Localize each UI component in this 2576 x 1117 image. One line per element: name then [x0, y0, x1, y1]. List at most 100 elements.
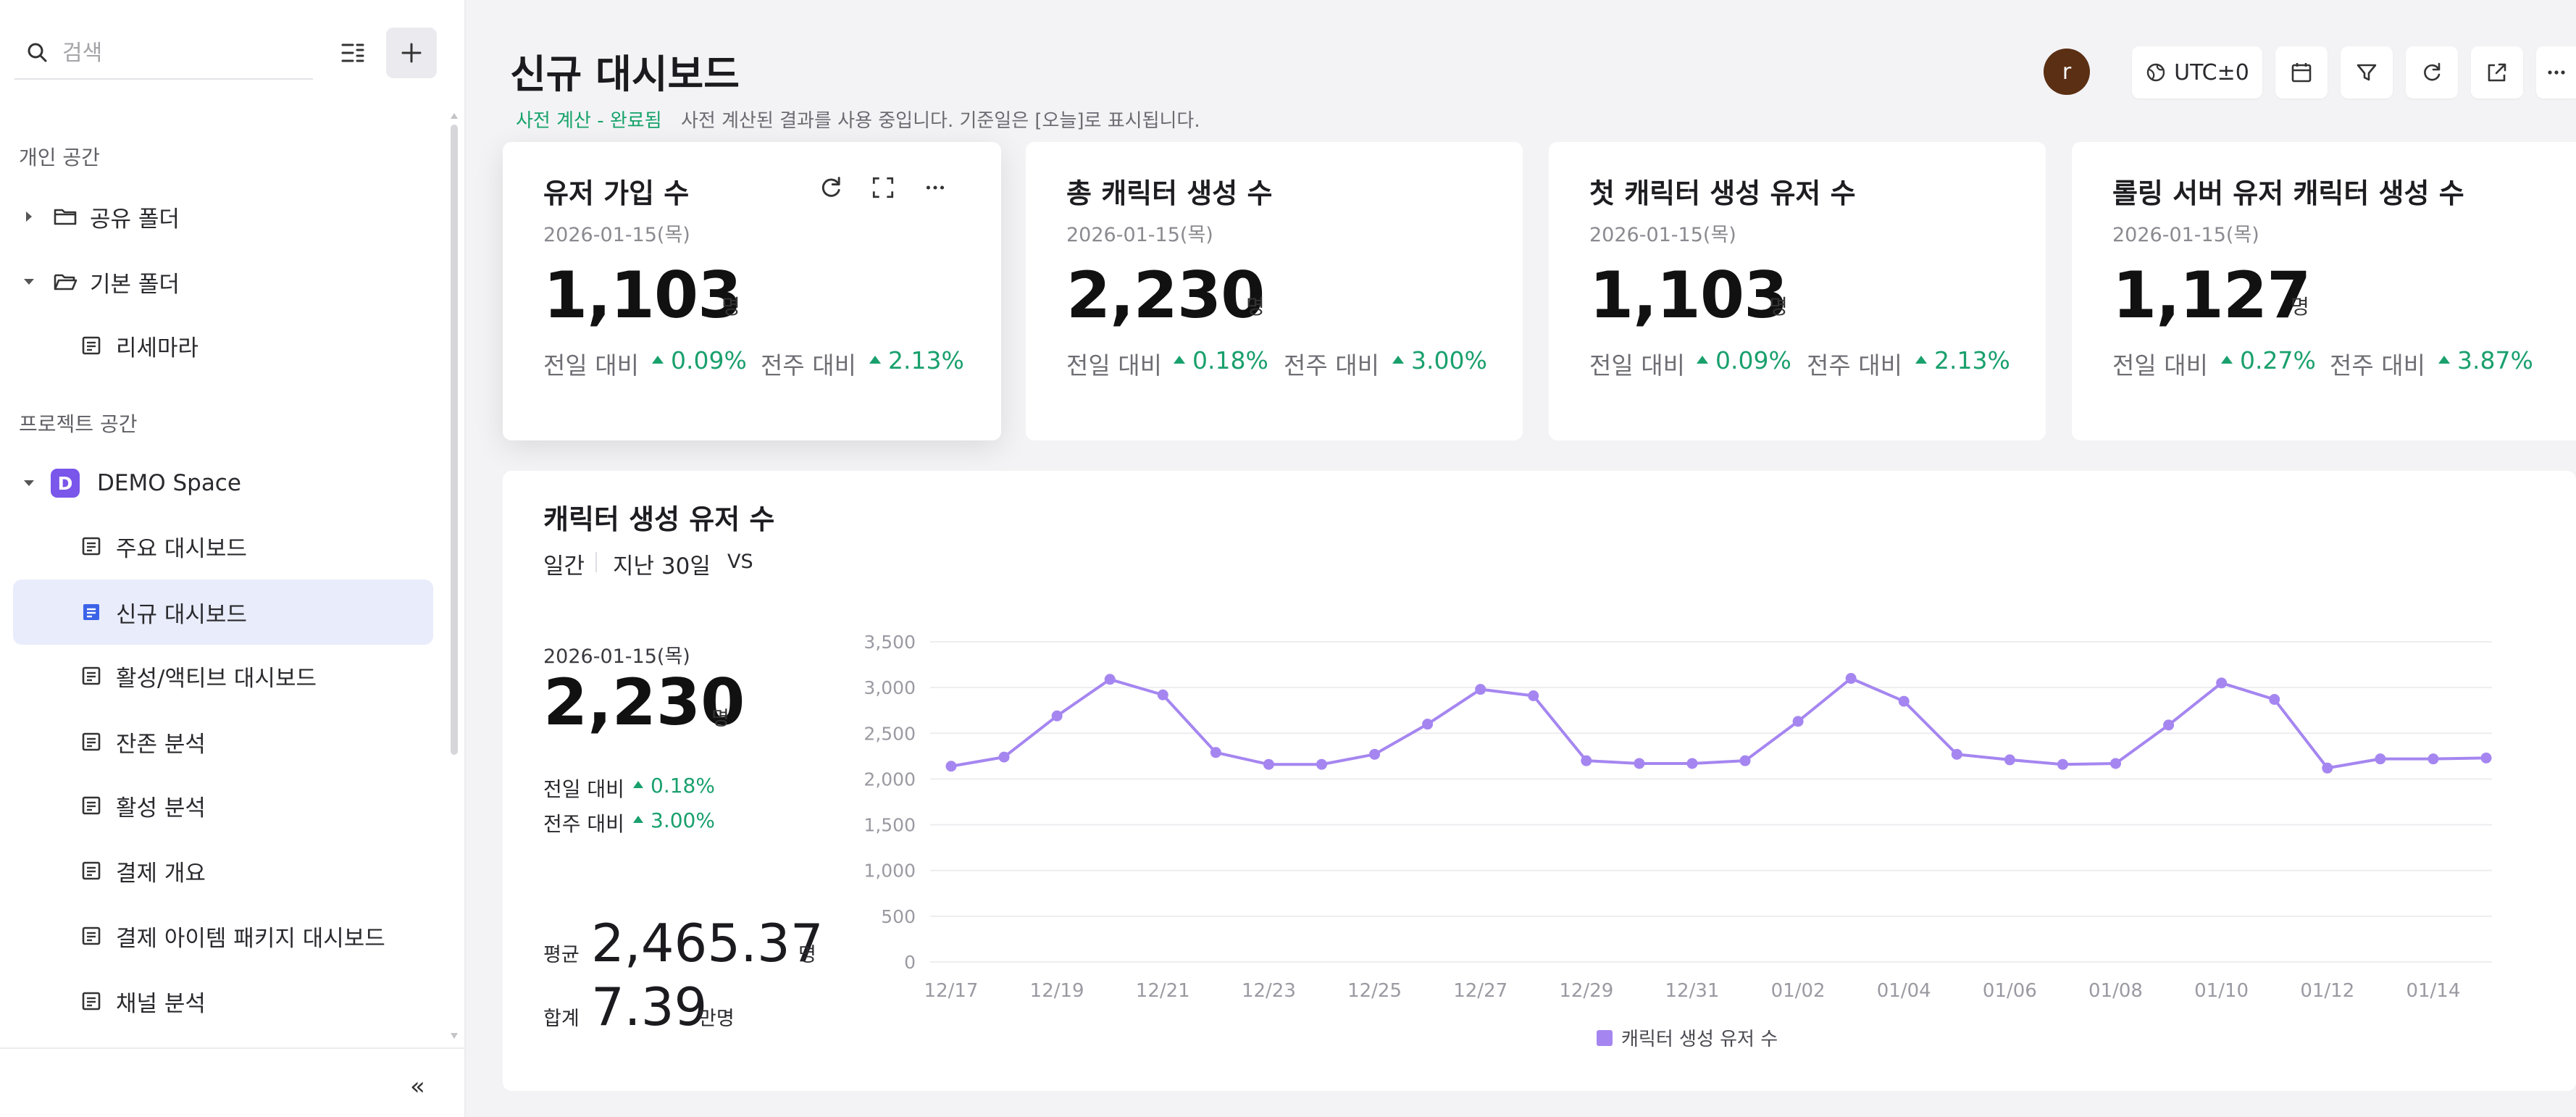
search-input[interactable] — [62, 40, 294, 66]
data-point[interactable] — [2375, 753, 2386, 765]
data-point[interactable] — [1475, 684, 1486, 695]
data-point[interactable] — [1422, 719, 1434, 730]
chart-card-title: 캐릭터 생성 유저 수 — [543, 503, 775, 535]
refresh-button[interactable] — [2406, 46, 2458, 99]
space-icon: D — [51, 469, 80, 498]
y-tick-label: 3,000 — [863, 677, 916, 698]
data-point[interactable] — [1951, 748, 1962, 760]
y-tick-label: 2,000 — [863, 769, 916, 790]
sidebar-item-channel-analysis[interactable]: 채널 분석 — [13, 969, 433, 1034]
globe-icon — [2146, 63, 2165, 82]
data-point[interactable] — [2163, 719, 2175, 731]
data-point[interactable] — [2269, 694, 2280, 706]
sidebar-item-label: DEMO Space — [97, 470, 241, 496]
data-point[interactable] — [1369, 748, 1381, 760]
data-point[interactable] — [2057, 758, 2068, 770]
filter-button[interactable] — [2341, 46, 2393, 99]
kpi-card-user-signups[interactable]: 유저 가입 수 2026-01-15(목) 1,103 명 전일 대비 0.09… — [503, 142, 1001, 440]
add-button[interactable] — [386, 28, 437, 78]
timezone-button[interactable]: UTC±0 — [2132, 46, 2262, 99]
legend-swatch — [1597, 1029, 1613, 1046]
y-tick-label: 500 — [881, 906, 916, 927]
sidebar-item-default-folder[interactable]: 기본 폴더 — [13, 249, 433, 314]
more-horizontal-icon — [2547, 70, 2565, 75]
personal-space-label: 개인 공간 — [19, 146, 100, 170]
sidebar-item-label: 주요 대시보드 — [116, 535, 247, 562]
export-button[interactable] — [2471, 46, 2523, 99]
data-point[interactable] — [1316, 758, 1327, 770]
sidebar-item-payment-package-dashboard[interactable]: 결제 아이템 패키지 대시보드 — [13, 903, 433, 969]
more-button[interactable] — [2536, 46, 2576, 99]
collapse-sidebar-button[interactable]: « — [410, 1072, 425, 1101]
data-point[interactable] — [2004, 754, 2015, 766]
sidebar-item-active-dashboard[interactable]: 활성/액티브 대시보드 — [13, 643, 433, 708]
data-point[interactable] — [998, 751, 1010, 763]
data-point[interactable] — [1845, 673, 1857, 685]
sidebar-item-activity-analysis[interactable]: 활성 분석 — [13, 773, 433, 838]
data-point[interactable] — [1157, 689, 1168, 700]
data-point[interactable] — [2480, 752, 2492, 764]
data-point[interactable] — [1581, 755, 1592, 766]
kpi-value: 1,103 — [1589, 258, 1788, 332]
calendar-button[interactable] — [2275, 46, 2328, 99]
sidebar-item-shared-folder[interactable]: 공유 폴더 — [13, 184, 433, 249]
data-point[interactable] — [2427, 753, 2439, 765]
dashboard-doc-icon — [77, 331, 106, 360]
data-point[interactable] — [1739, 755, 1751, 766]
avatar[interactable]: r — [2044, 49, 2090, 95]
data-point[interactable] — [1051, 710, 1063, 721]
card-more-button[interactable] — [919, 171, 952, 204]
sidebar-item-demo-space[interactable]: D DEMO Space — [13, 451, 433, 516]
kpi-wow-pct: 3.87% — [2457, 346, 2533, 375]
precalc-description: 사전 계산된 결과를 사용 중입니다. 기준일은 [오늘]로 표시됩니다. — [681, 110, 1200, 132]
refresh-icon — [821, 177, 840, 197]
x-tick-label: 01/04 — [1877, 980, 1931, 1002]
data-point[interactable] — [2322, 762, 2333, 774]
data-point[interactable] — [945, 761, 957, 772]
data-point[interactable] — [1686, 758, 1698, 769]
dashboard-doc-icon — [77, 856, 106, 885]
kpi-wow-value: 2.13% — [869, 346, 964, 375]
x-tick-label: 12/25 — [1347, 980, 1402, 1002]
data-point[interactable] — [2216, 677, 2228, 689]
data-point[interactable] — [1898, 695, 1910, 707]
sidebar-item-main-dashboard[interactable]: 주요 대시보드 — [13, 514, 433, 579]
sidebar-item-retention-analysis[interactable]: 잔존 분석 — [13, 709, 433, 774]
x-tick-label: 01/02 — [1771, 980, 1826, 1002]
sidebar-scroll-thumb[interactable] — [451, 125, 458, 755]
data-point[interactable] — [1792, 716, 1804, 727]
sidebar-item-risemara[interactable]: 리세마라 — [13, 313, 433, 378]
kpi-card-total-characters[interactable]: 총 캐릭터 생성 수 2026-01-15(목) 2,230 명 전일 대비 0… — [1026, 142, 1523, 440]
data-point[interactable] — [1104, 674, 1116, 685]
chart-legend[interactable]: 캐릭터 생성 유저 수 — [1597, 1024, 1778, 1051]
compare-toggle[interactable]: VS — [727, 551, 753, 573]
kpi-card-rolling-server-characters[interactable]: 롤링 서버 유저 캐릭터 생성 수 2026-01-15(목) 1,127 명 … — [2072, 142, 2576, 440]
sidebar-item-label: 잔존 분석 — [116, 731, 206, 758]
data-point[interactable] — [2110, 758, 2122, 769]
dashboard-doc-icon — [77, 598, 106, 627]
data-point[interactable] — [1634, 758, 1645, 769]
y-tick-label: 1,500 — [863, 815, 916, 836]
sidebar-item-payment-overview[interactable]: 결제 개요 — [13, 838, 433, 903]
card-fullscreen-button[interactable] — [866, 171, 900, 204]
x-tick-label: 12/19 — [1030, 980, 1084, 1002]
y-tick-label: 2,500 — [863, 723, 916, 744]
x-tick-label: 01/06 — [1983, 980, 2037, 1002]
summary-wow-label: 전주 대비 — [543, 812, 624, 836]
x-tick-label: 12/31 — [1665, 980, 1719, 1002]
summary-wow-pct: 3.00% — [651, 808, 715, 832]
kpi-card-first-character-users[interactable]: 첫 캐릭터 생성 유저 수 2026-01-15(목) 1,103 명 전일 대… — [1549, 142, 2046, 440]
data-point[interactable] — [1528, 690, 1539, 702]
list-view-button[interactable] — [327, 28, 378, 78]
data-point[interactable] — [1263, 758, 1274, 770]
kpi-wow-label: 전주 대비 — [2330, 351, 2425, 380]
period-selector[interactable]: 일간 — [543, 553, 585, 580]
sidebar-scrollbar[interactable] — [449, 109, 459, 1043]
summary-dod-label: 전일 대비 — [543, 777, 624, 801]
card-refresh-button[interactable] — [814, 171, 848, 204]
kpi-title: 첫 캐릭터 생성 유저 수 — [1589, 177, 1856, 209]
kpi-unit: 명 — [1769, 295, 1788, 319]
range-selector[interactable]: 지난 30일 — [613, 553, 711, 580]
sidebar-item-new-dashboard[interactable]: 신규 대시보드 — [13, 580, 433, 645]
data-point[interactable] — [1210, 747, 1221, 758]
